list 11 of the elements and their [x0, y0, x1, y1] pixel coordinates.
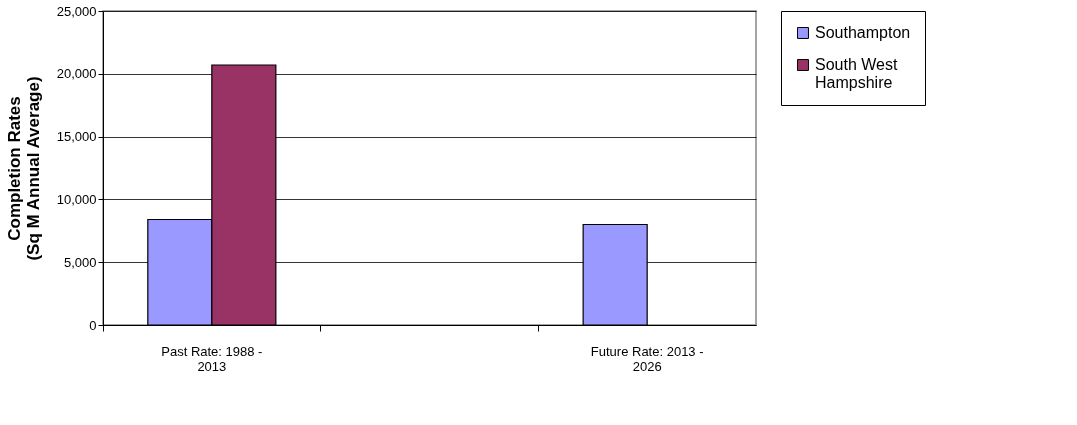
y-axis-title: Completion Rates (Sq M Annual Average) — [4, 76, 43, 261]
x-tick-label: Future Rate: 2013 - 2026 — [590, 343, 704, 374]
y-tick-label: 5,000 — [63, 254, 97, 270]
x-tick-label: Past Rate: 1988 - 2013 — [161, 343, 263, 374]
y-tick-label: 15,000 — [56, 129, 97, 145]
y-tick-label: 25,000 — [56, 3, 97, 19]
y-tick-label: 0 — [89, 317, 97, 333]
legend-label: South West Hampshire — [815, 56, 898, 91]
y-tick-label: 20,000 — [56, 66, 97, 82]
y-tick-label: 10,000 — [56, 191, 97, 207]
legend-label: Southampton — [815, 24, 911, 41]
